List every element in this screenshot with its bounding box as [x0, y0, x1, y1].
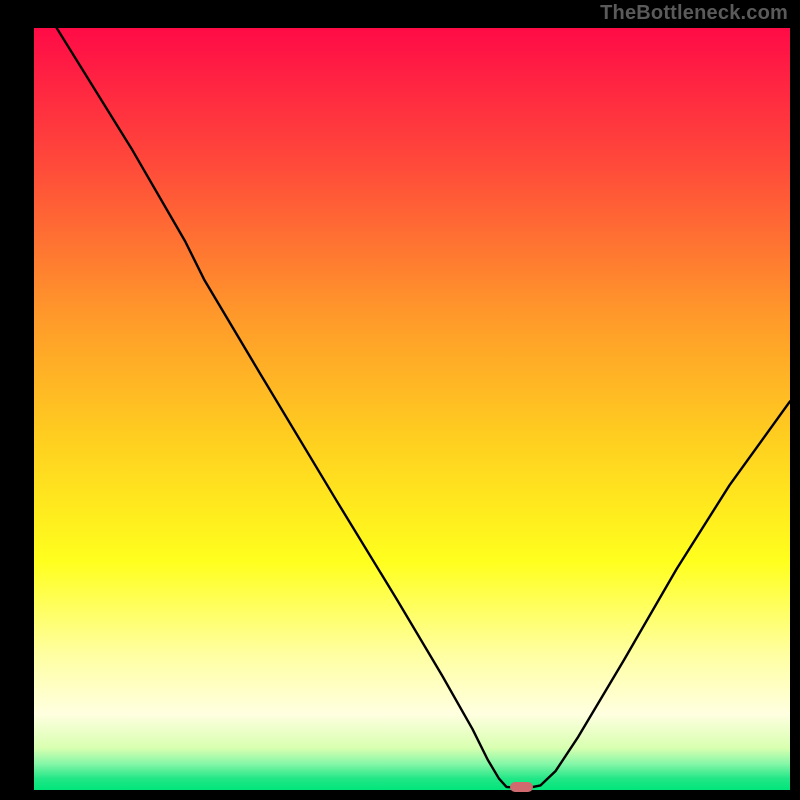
watermark-text: TheBottleneck.com: [600, 2, 788, 25]
plot-area: [34, 28, 790, 790]
bottleneck-curve: [34, 28, 790, 790]
optimum-marker: [510, 782, 533, 793]
